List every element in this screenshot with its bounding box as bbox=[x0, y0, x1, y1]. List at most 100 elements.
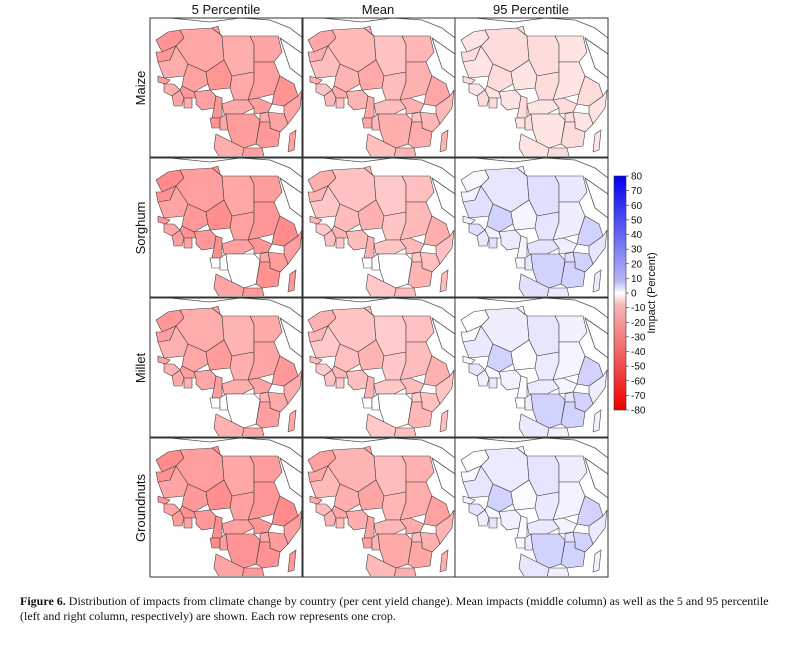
country-cameroon bbox=[516, 515, 528, 539]
country-ivory bbox=[476, 89, 490, 107]
colorbar-tick-label: 40 bbox=[631, 230, 643, 241]
country-cameroon bbox=[211, 235, 223, 259]
country-ghana bbox=[335, 377, 345, 389]
country-egypt bbox=[249, 35, 283, 63]
country-angola bbox=[213, 273, 245, 296]
panel-frame bbox=[454, 17, 609, 158]
country-senegal bbox=[462, 495, 476, 505]
country-angola bbox=[518, 553, 550, 576]
country-tunisia bbox=[211, 305, 223, 317]
colorbar-tick-label: 80 bbox=[631, 172, 643, 183]
panel-frame bbox=[149, 437, 304, 578]
surrounding-land bbox=[321, 298, 455, 359]
country-ghana bbox=[335, 237, 345, 249]
country-madagascar bbox=[592, 269, 602, 293]
surrounding-land bbox=[321, 438, 455, 499]
country-ivory bbox=[476, 509, 490, 527]
country-tunisia bbox=[516, 25, 528, 37]
country-nigeria bbox=[498, 89, 522, 111]
country-ghana bbox=[335, 517, 345, 529]
country-gabon bbox=[209, 257, 221, 269]
surrounding-land bbox=[169, 18, 303, 79]
country-angola bbox=[518, 133, 550, 156]
country-senegal bbox=[462, 75, 476, 85]
caption-text: Distribution of impacts from climate cha… bbox=[20, 594, 769, 623]
country-angola bbox=[213, 553, 245, 576]
country-car bbox=[221, 239, 255, 255]
country-madagascar bbox=[287, 549, 297, 573]
colorbar-tick-label: 70 bbox=[631, 186, 643, 197]
panel-millet-p5 bbox=[149, 297, 304, 438]
surrounding-land bbox=[474, 438, 608, 499]
country-tanzania bbox=[560, 401, 586, 429]
country-zambia bbox=[242, 147, 265, 156]
country-senegal bbox=[157, 75, 171, 85]
country-angola bbox=[365, 133, 397, 156]
country-senegal bbox=[309, 495, 323, 505]
panel-maize-p95 bbox=[454, 17, 609, 158]
panel-sorghum-p95 bbox=[454, 157, 609, 298]
country-senegal bbox=[462, 355, 476, 365]
country-ivory bbox=[323, 509, 337, 527]
colorbar-tick-label: 20 bbox=[631, 259, 643, 270]
panel-frame bbox=[454, 297, 609, 438]
colorbar-ticks: 80 70 60 50 40 30 20 10 0 -10 -20 -30 -40 -50 -60 -70 -8… bbox=[626, 172, 646, 417]
surrounding-land bbox=[169, 158, 303, 219]
country-gabon bbox=[209, 117, 221, 129]
country-nigeria bbox=[345, 509, 369, 531]
panel-frame bbox=[149, 297, 304, 438]
country-ivory bbox=[323, 89, 337, 107]
country-sudan bbox=[552, 481, 586, 521]
country-egypt bbox=[554, 455, 588, 483]
country-madagascar bbox=[592, 549, 602, 573]
country-ghana bbox=[183, 377, 193, 389]
country-madagascar bbox=[592, 129, 602, 153]
country-nigeria bbox=[345, 229, 369, 251]
country-ivory bbox=[323, 369, 337, 387]
colorbar-tick-label: -50 bbox=[631, 362, 646, 373]
country-nigeria bbox=[498, 229, 522, 251]
panel-groundnuts-p95 bbox=[454, 437, 609, 578]
country-tanzania bbox=[255, 121, 281, 149]
country-senegal bbox=[309, 215, 323, 225]
surrounding-land bbox=[474, 18, 608, 79]
country-madagascar bbox=[439, 409, 449, 433]
panel-frame bbox=[454, 157, 609, 298]
country-cameroon bbox=[363, 95, 375, 119]
country-madagascar bbox=[439, 549, 449, 573]
country-tanzania bbox=[407, 541, 433, 569]
country-egypt bbox=[401, 175, 435, 203]
surrounding-land bbox=[321, 18, 455, 79]
colorbar-gradient bbox=[613, 175, 627, 411]
country-gabon bbox=[361, 397, 373, 409]
country-senegal bbox=[462, 215, 476, 225]
colorbar-tick-label: -70 bbox=[631, 391, 646, 402]
country-gabon bbox=[361, 117, 373, 129]
country-gabon bbox=[514, 257, 526, 269]
country-ghana bbox=[488, 237, 498, 249]
country-tunisia bbox=[516, 445, 528, 457]
country-ivory bbox=[171, 229, 185, 247]
panel-groundnuts-mean bbox=[301, 437, 456, 578]
country-madagascar bbox=[439, 129, 449, 153]
country-angola bbox=[518, 273, 550, 296]
country-tunisia bbox=[363, 165, 375, 177]
country-tunisia bbox=[363, 25, 375, 37]
country-gabon bbox=[514, 537, 526, 549]
country-sudan bbox=[247, 61, 281, 101]
country-nigeria bbox=[193, 229, 217, 251]
panel-sorghum-mean bbox=[301, 157, 456, 298]
figure-6-map-grid: 5 Percentile Mean 95 Percentile Maize So… bbox=[133, 2, 658, 578]
country-ivory bbox=[323, 229, 337, 247]
country-nigeria bbox=[193, 509, 217, 531]
country-sudan bbox=[247, 341, 281, 381]
country-ghana bbox=[488, 97, 498, 109]
country-egypt bbox=[249, 455, 283, 483]
country-sudan bbox=[247, 481, 281, 521]
panel-sorghum-p5 bbox=[149, 157, 304, 298]
country-ivory bbox=[171, 89, 185, 107]
country-nigeria bbox=[345, 369, 369, 391]
country-cameroon bbox=[211, 515, 223, 539]
panel-maize-mean bbox=[301, 17, 456, 158]
country-sudan bbox=[399, 341, 433, 381]
